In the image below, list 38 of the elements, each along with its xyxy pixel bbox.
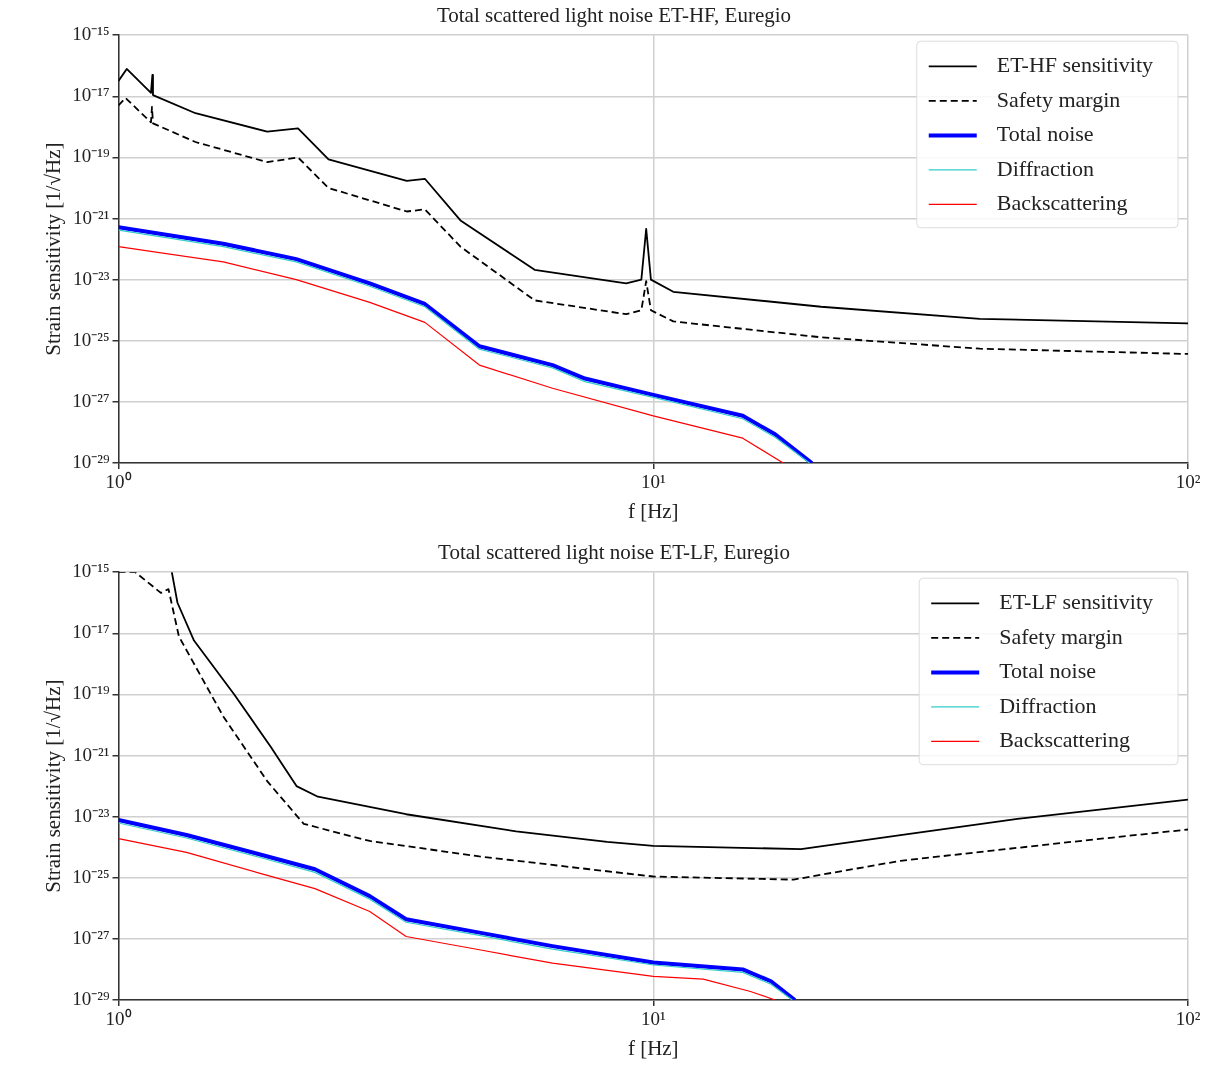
y-tick-label: 10⁻²⁷ [72, 926, 110, 948]
x-tick-label: 10¹ [640, 1008, 666, 1030]
x-tick-label: 10² [1175, 471, 1201, 493]
legend-label: Total noise [999, 658, 1097, 684]
y-tick-label: 10⁻²⁷ [72, 389, 110, 411]
y-tick-label: 10⁻²⁹ [72, 987, 110, 1009]
y-tick-label: 10⁻¹⁵ [72, 23, 110, 45]
legend-label: ET-HF sensitivity [996, 52, 1154, 78]
x-tick-label: 10⁰ [105, 1008, 132, 1030]
y-tick-label: 10⁻¹⁷ [72, 84, 110, 106]
chart-title: Total scattered light noise ET-LF, Euregio [438, 540, 790, 565]
y-tick-label: 10⁻²³ [73, 267, 110, 289]
x-tick-label: 10² [1175, 1008, 1201, 1030]
legend-label: Backscattering [996, 190, 1128, 216]
x-axis-title: f [Hz] [627, 1035, 679, 1060]
legend-label: Safety margin [999, 623, 1123, 649]
x-axis-title: f [Hz] [627, 498, 679, 523]
chart-title: Total scattered light noise ET-HF, Euregio [436, 3, 792, 28]
legend-label: Total noise [996, 121, 1094, 147]
y-tick-label: 10⁻²³ [73, 804, 110, 826]
y-axis-title: Strain sensitivity [1/√Hz] [41, 142, 66, 356]
legend-label: Safety margin [996, 86, 1121, 112]
legend-label: Backscattering [999, 727, 1130, 753]
legend-label: Diffraction [999, 692, 1097, 718]
y-tick-label: 10⁻²⁹ [72, 450, 110, 472]
y-tick-label: 10⁻²¹ [73, 206, 110, 228]
legend-label: ET-LF sensitivity [999, 589, 1154, 615]
y-tick-label: 10⁻¹⁷ [72, 621, 110, 643]
y-axis-title: Strain sensitivity [1/√Hz] [41, 679, 66, 893]
y-tick-label: 10⁻¹⁹ [72, 145, 110, 167]
y-tick-label: 10⁻²⁵ [72, 865, 110, 887]
y-tick-label: 10⁻²⁵ [72, 328, 110, 350]
y-tick-label: 10⁻¹⁵ [72, 560, 110, 582]
legend-label: Diffraction [996, 155, 1095, 181]
x-tick-label: 10¹ [640, 471, 666, 493]
x-tick-label: 10⁰ [105, 471, 132, 493]
y-tick-label: 10⁻²¹ [73, 743, 110, 765]
y-tick-label: 10⁻¹⁹ [72, 682, 110, 704]
